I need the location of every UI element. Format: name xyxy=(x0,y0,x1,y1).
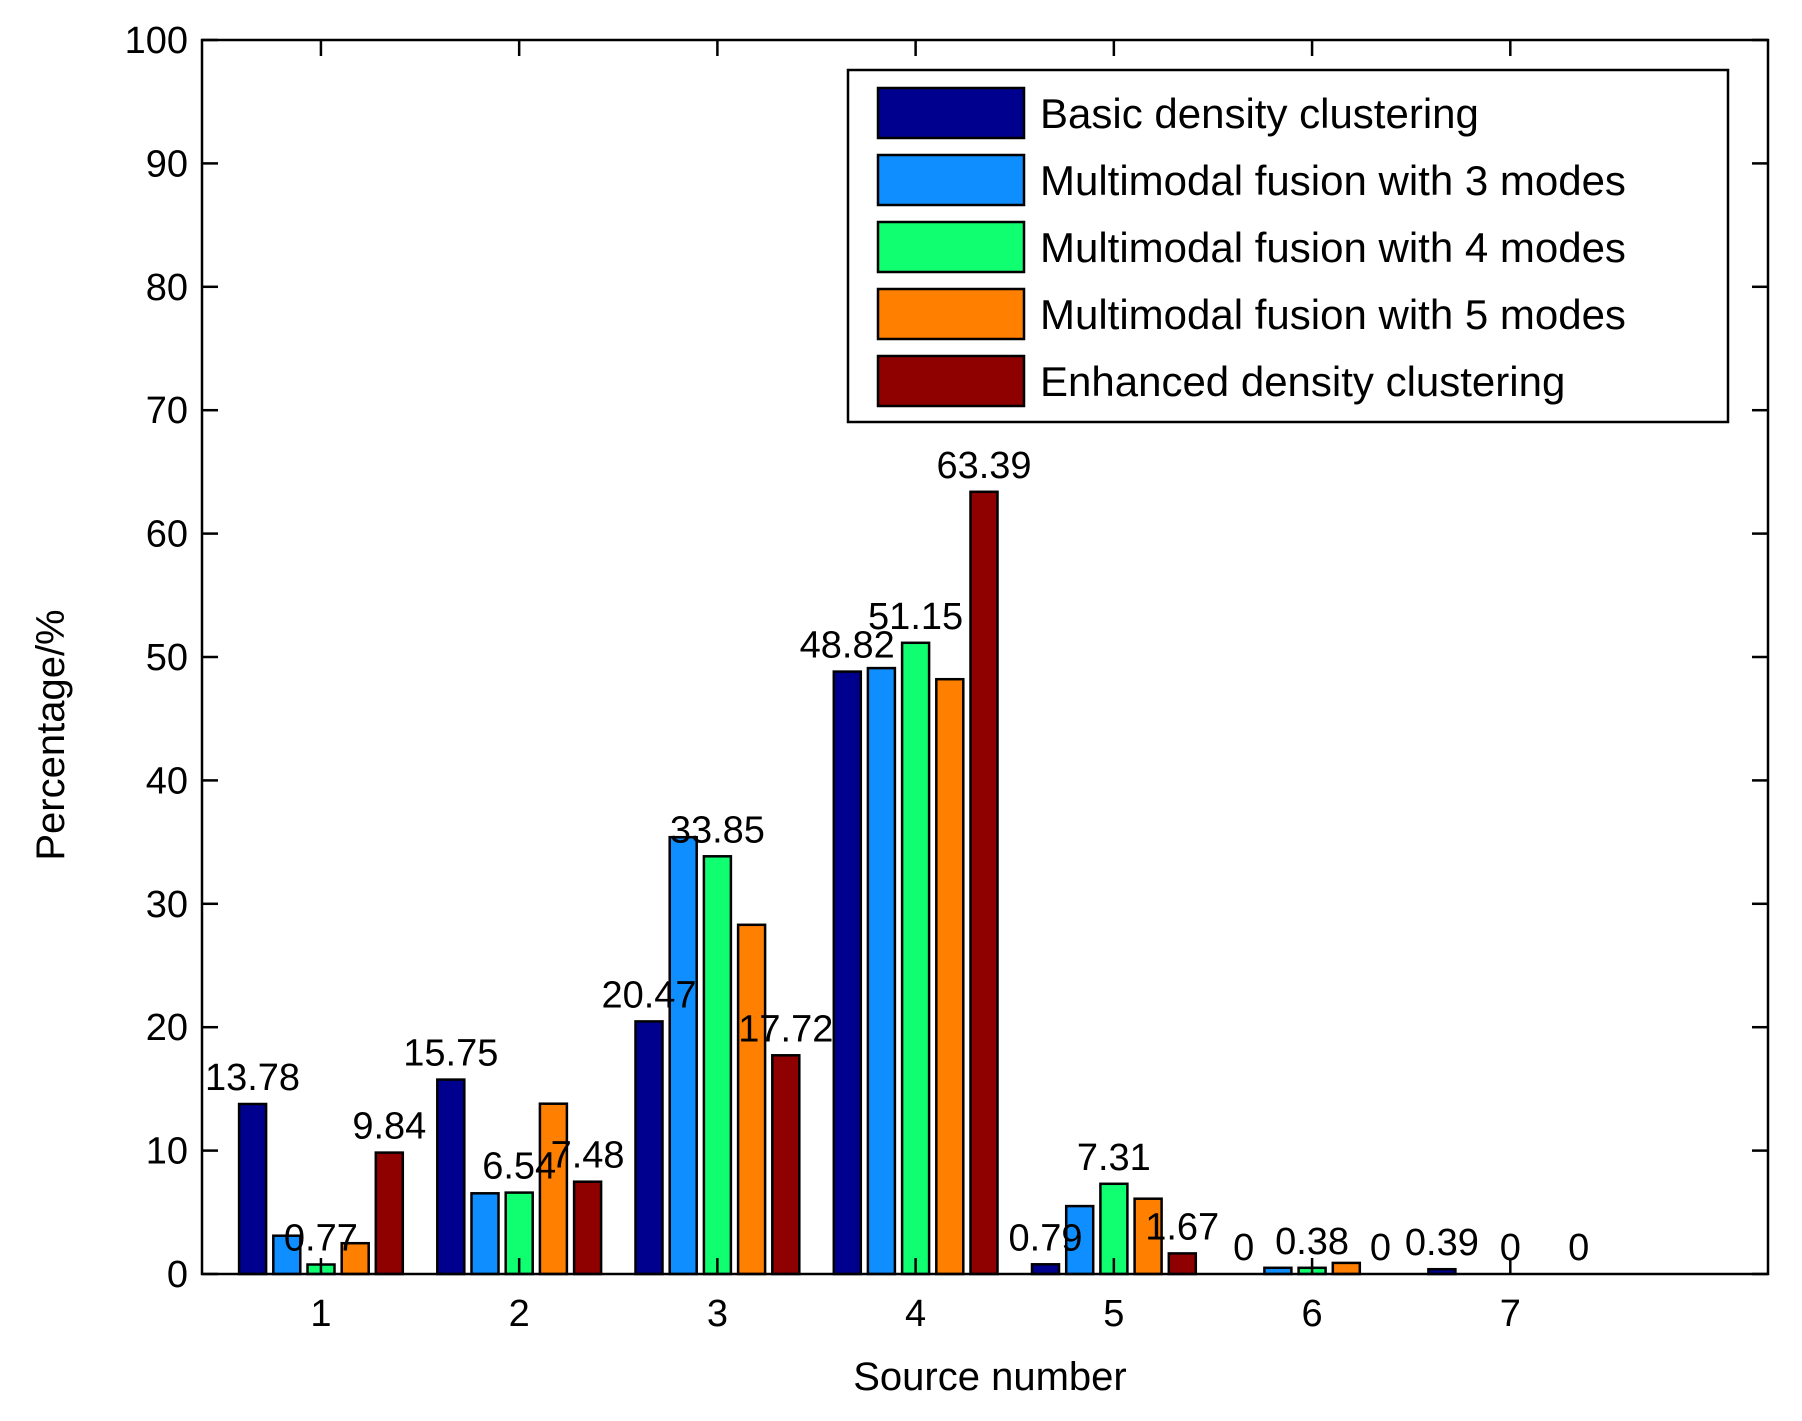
data-label-9: 17.72 xyxy=(738,1008,833,1050)
legend-swatch-5 xyxy=(876,354,1026,408)
legend-swatch-4 xyxy=(876,287,1026,341)
legend: Basic density clustering Multimodal fusio… xyxy=(846,68,1730,424)
data-label-18: 0 xyxy=(1370,1227,1391,1269)
legend-swatch-1 xyxy=(876,86,1026,140)
bar-cat3-series2 xyxy=(668,835,698,1276)
legend-label-3: Multimodal fusion with 4 modes xyxy=(1040,224,1626,271)
y-tick-label-70: 70 xyxy=(146,390,188,432)
x-tick-label-3: 3 xyxy=(707,1293,728,1335)
y-tick-label-10: 10 xyxy=(146,1131,188,1173)
data-label-10: 48.82 xyxy=(800,625,895,667)
y-tick-label-100: 100 xyxy=(125,20,188,62)
y-tick-label-40: 40 xyxy=(146,760,188,802)
axes-layer: 0 10 20 30 40 50 60 70 80 90 100 1 2 3 4 5 6 7 xyxy=(125,20,1770,1335)
data-label-13: 0.79 xyxy=(1009,1217,1083,1259)
x-tick-label-6: 6 xyxy=(1302,1293,1323,1335)
y-tick-label-20: 20 xyxy=(146,1007,188,1049)
data-label-1: 13.78 xyxy=(205,1057,300,1099)
bar-cat5-series1 xyxy=(1030,1263,1061,1276)
y-tick-label-90: 90 xyxy=(146,143,188,185)
data-label-15: 1.67 xyxy=(1145,1206,1219,1248)
y-tick-label-60: 60 xyxy=(146,514,188,556)
y-tick-label-80: 80 xyxy=(146,267,188,309)
data-label-8: 33.85 xyxy=(670,809,765,851)
bar-cat4-series3 xyxy=(900,641,931,1276)
bar-cat2-series4 xyxy=(538,1102,569,1276)
data-label-12: 63.39 xyxy=(936,445,1031,487)
bar-cat4-series1 xyxy=(832,670,863,1276)
legend-label-4: Multimodal fusion with 5 modes xyxy=(1040,291,1626,338)
x-tick-label-4: 4 xyxy=(905,1293,926,1335)
bar-cat4-series4 xyxy=(935,677,965,1276)
x-tick-label-1: 1 xyxy=(310,1293,331,1335)
bar-cat5-series5 xyxy=(1167,1252,1198,1276)
data-labels-layer: 13.78 0.77 9.84 15.75 6.547.48 20.47 33.85 17.7… xyxy=(205,445,1589,1269)
bars-layer xyxy=(237,490,1457,1276)
data-label-20: 0 xyxy=(1500,1227,1521,1269)
bar-cat5-series2 xyxy=(1064,1204,1095,1276)
data-label-16: 0 xyxy=(1233,1227,1254,1269)
bar-cat2-series1 xyxy=(436,1078,466,1276)
data-label-19: 0.39 xyxy=(1405,1222,1479,1264)
x-tick-label-5: 5 xyxy=(1103,1293,1124,1335)
data-label-7: 20.47 xyxy=(601,974,696,1016)
y-tick-label-0: 0 xyxy=(167,1254,188,1296)
legend-swatch-2 xyxy=(876,153,1026,207)
y-tick-label-30: 30 xyxy=(146,884,188,926)
bar-cat3-series1 xyxy=(634,1020,664,1276)
data-label-11: 51.15 xyxy=(868,596,963,638)
bar-cat3-series4 xyxy=(736,923,767,1276)
data-label-6: 7.48 xyxy=(551,1135,625,1177)
legend-label-2: Multimodal fusion with 3 modes xyxy=(1040,157,1626,204)
data-label-4: 15.75 xyxy=(403,1033,498,1075)
bar-cat4-series2 xyxy=(866,666,897,1276)
y-tick-label-50: 50 xyxy=(146,637,188,679)
bar-cat3-series5 xyxy=(771,1054,801,1276)
x-tick-label-2: 2 xyxy=(509,1293,530,1335)
data-label-21: 0 xyxy=(1568,1227,1589,1269)
data-label-14: 7.31 xyxy=(1077,1137,1151,1179)
bar-cat6-series4 xyxy=(1331,1261,1362,1276)
data-label-2: 0.77 xyxy=(284,1218,358,1260)
x-axis-label: Source number xyxy=(853,1355,1126,1399)
x-tick-label-7: 7 xyxy=(1500,1293,1521,1335)
bar-cat1-series2 xyxy=(272,1234,302,1276)
legend-label-1: Basic density clustering xyxy=(1040,90,1479,137)
legend-swatch-3 xyxy=(876,220,1026,274)
data-label-17: 0.38 xyxy=(1275,1221,1349,1263)
y-axis-label: Percentage/% xyxy=(29,609,73,860)
data-label-3: 9.84 xyxy=(352,1106,426,1148)
bar-cat1-series5 xyxy=(374,1151,405,1276)
legend-label-5: Enhanced density clustering xyxy=(1040,358,1565,405)
bar-cat1-series1 xyxy=(237,1102,268,1276)
bar-cat2-series5 xyxy=(572,1180,603,1276)
bar-cat3-series3 xyxy=(702,855,733,1276)
data-label-5: 6.54 xyxy=(482,1146,556,1188)
bar-cat2-series2 xyxy=(470,1192,500,1276)
bar-cat4-series5 xyxy=(969,490,999,1276)
